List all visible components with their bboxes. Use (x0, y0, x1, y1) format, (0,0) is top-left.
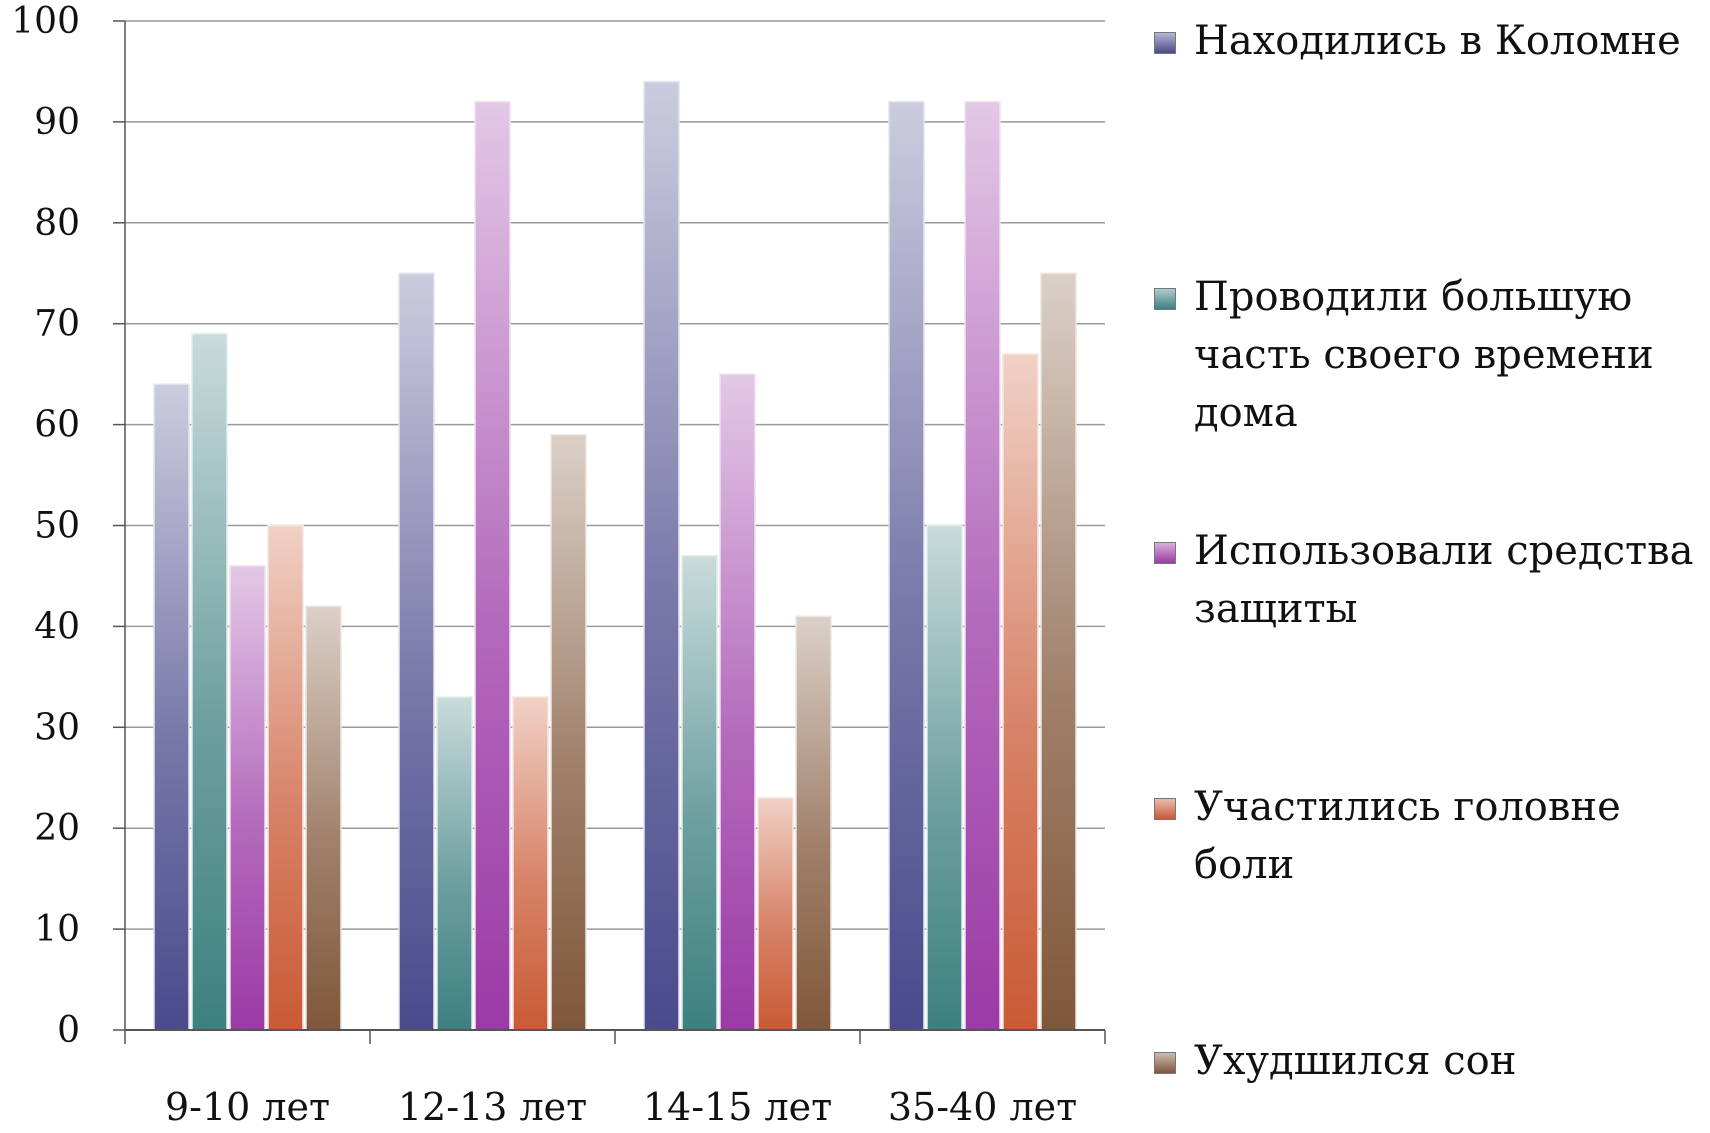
bar (757, 797, 794, 1031)
x-tick-label: 9-10 лет (165, 1085, 330, 1129)
bar (474, 100, 511, 1031)
legend-swatch (1154, 1052, 1176, 1074)
bar (926, 524, 963, 1031)
bar (229, 565, 266, 1031)
x-tick-label: 35-40 лет (888, 1085, 1077, 1129)
x-axis: 9-10 лет 12-13 лет 14-15 лет 35-40 лет (124, 1029, 1106, 1129)
bar (795, 615, 832, 1031)
y-tick-label: 70 (34, 304, 80, 345)
bar (305, 605, 342, 1031)
y-tick-label: 50 (34, 506, 80, 547)
x-tick-label: 14-15 лет (643, 1085, 832, 1129)
bars (153, 80, 1077, 1031)
y-tick-label: 80 (34, 203, 80, 244)
legend-label: Находились в Коломне (1194, 18, 1681, 64)
legend-label: Проводили большую часть своего времени д… (1194, 274, 1654, 436)
bar (719, 373, 756, 1031)
legend-swatch (1154, 542, 1176, 564)
bar (1002, 353, 1039, 1031)
bar (964, 100, 1001, 1031)
legend: Находились в Коломне Проводили большую ча… (1150, 0, 1710, 1133)
legend-swatch (1154, 32, 1176, 54)
y-tick-label: 90 (34, 102, 80, 143)
bar (436, 696, 473, 1031)
legend-label: Ухудшился сон (1194, 1038, 1517, 1084)
bar (643, 80, 680, 1031)
bar (398, 272, 435, 1031)
y-tick-label: 40 (34, 606, 80, 647)
legend-label: Участились головне боли (1194, 784, 1621, 888)
y-tick-label: 60 (34, 405, 80, 446)
x-tick-label: 12-13 лет (398, 1085, 587, 1129)
y-tick-label: 10 (34, 909, 80, 950)
legend-label: Использовали средства защиты (1194, 528, 1694, 632)
y-tick-label: 0 (57, 1010, 80, 1051)
bar (681, 555, 718, 1031)
bar (512, 696, 549, 1031)
bar (1040, 272, 1077, 1031)
bar (191, 333, 228, 1031)
y-tick-label: 30 (34, 707, 80, 748)
y-axis: 0 10 20 30 40 50 60 70 80 90 100 (11, 1, 126, 1051)
bar (888, 100, 925, 1031)
y-tick-label: 20 (34, 808, 80, 849)
bar (550, 433, 587, 1031)
legend-swatch (1154, 798, 1176, 820)
bar (267, 524, 304, 1031)
bar (153, 383, 190, 1031)
legend-swatch (1154, 288, 1176, 310)
y-tick-label: 100 (11, 1, 80, 42)
